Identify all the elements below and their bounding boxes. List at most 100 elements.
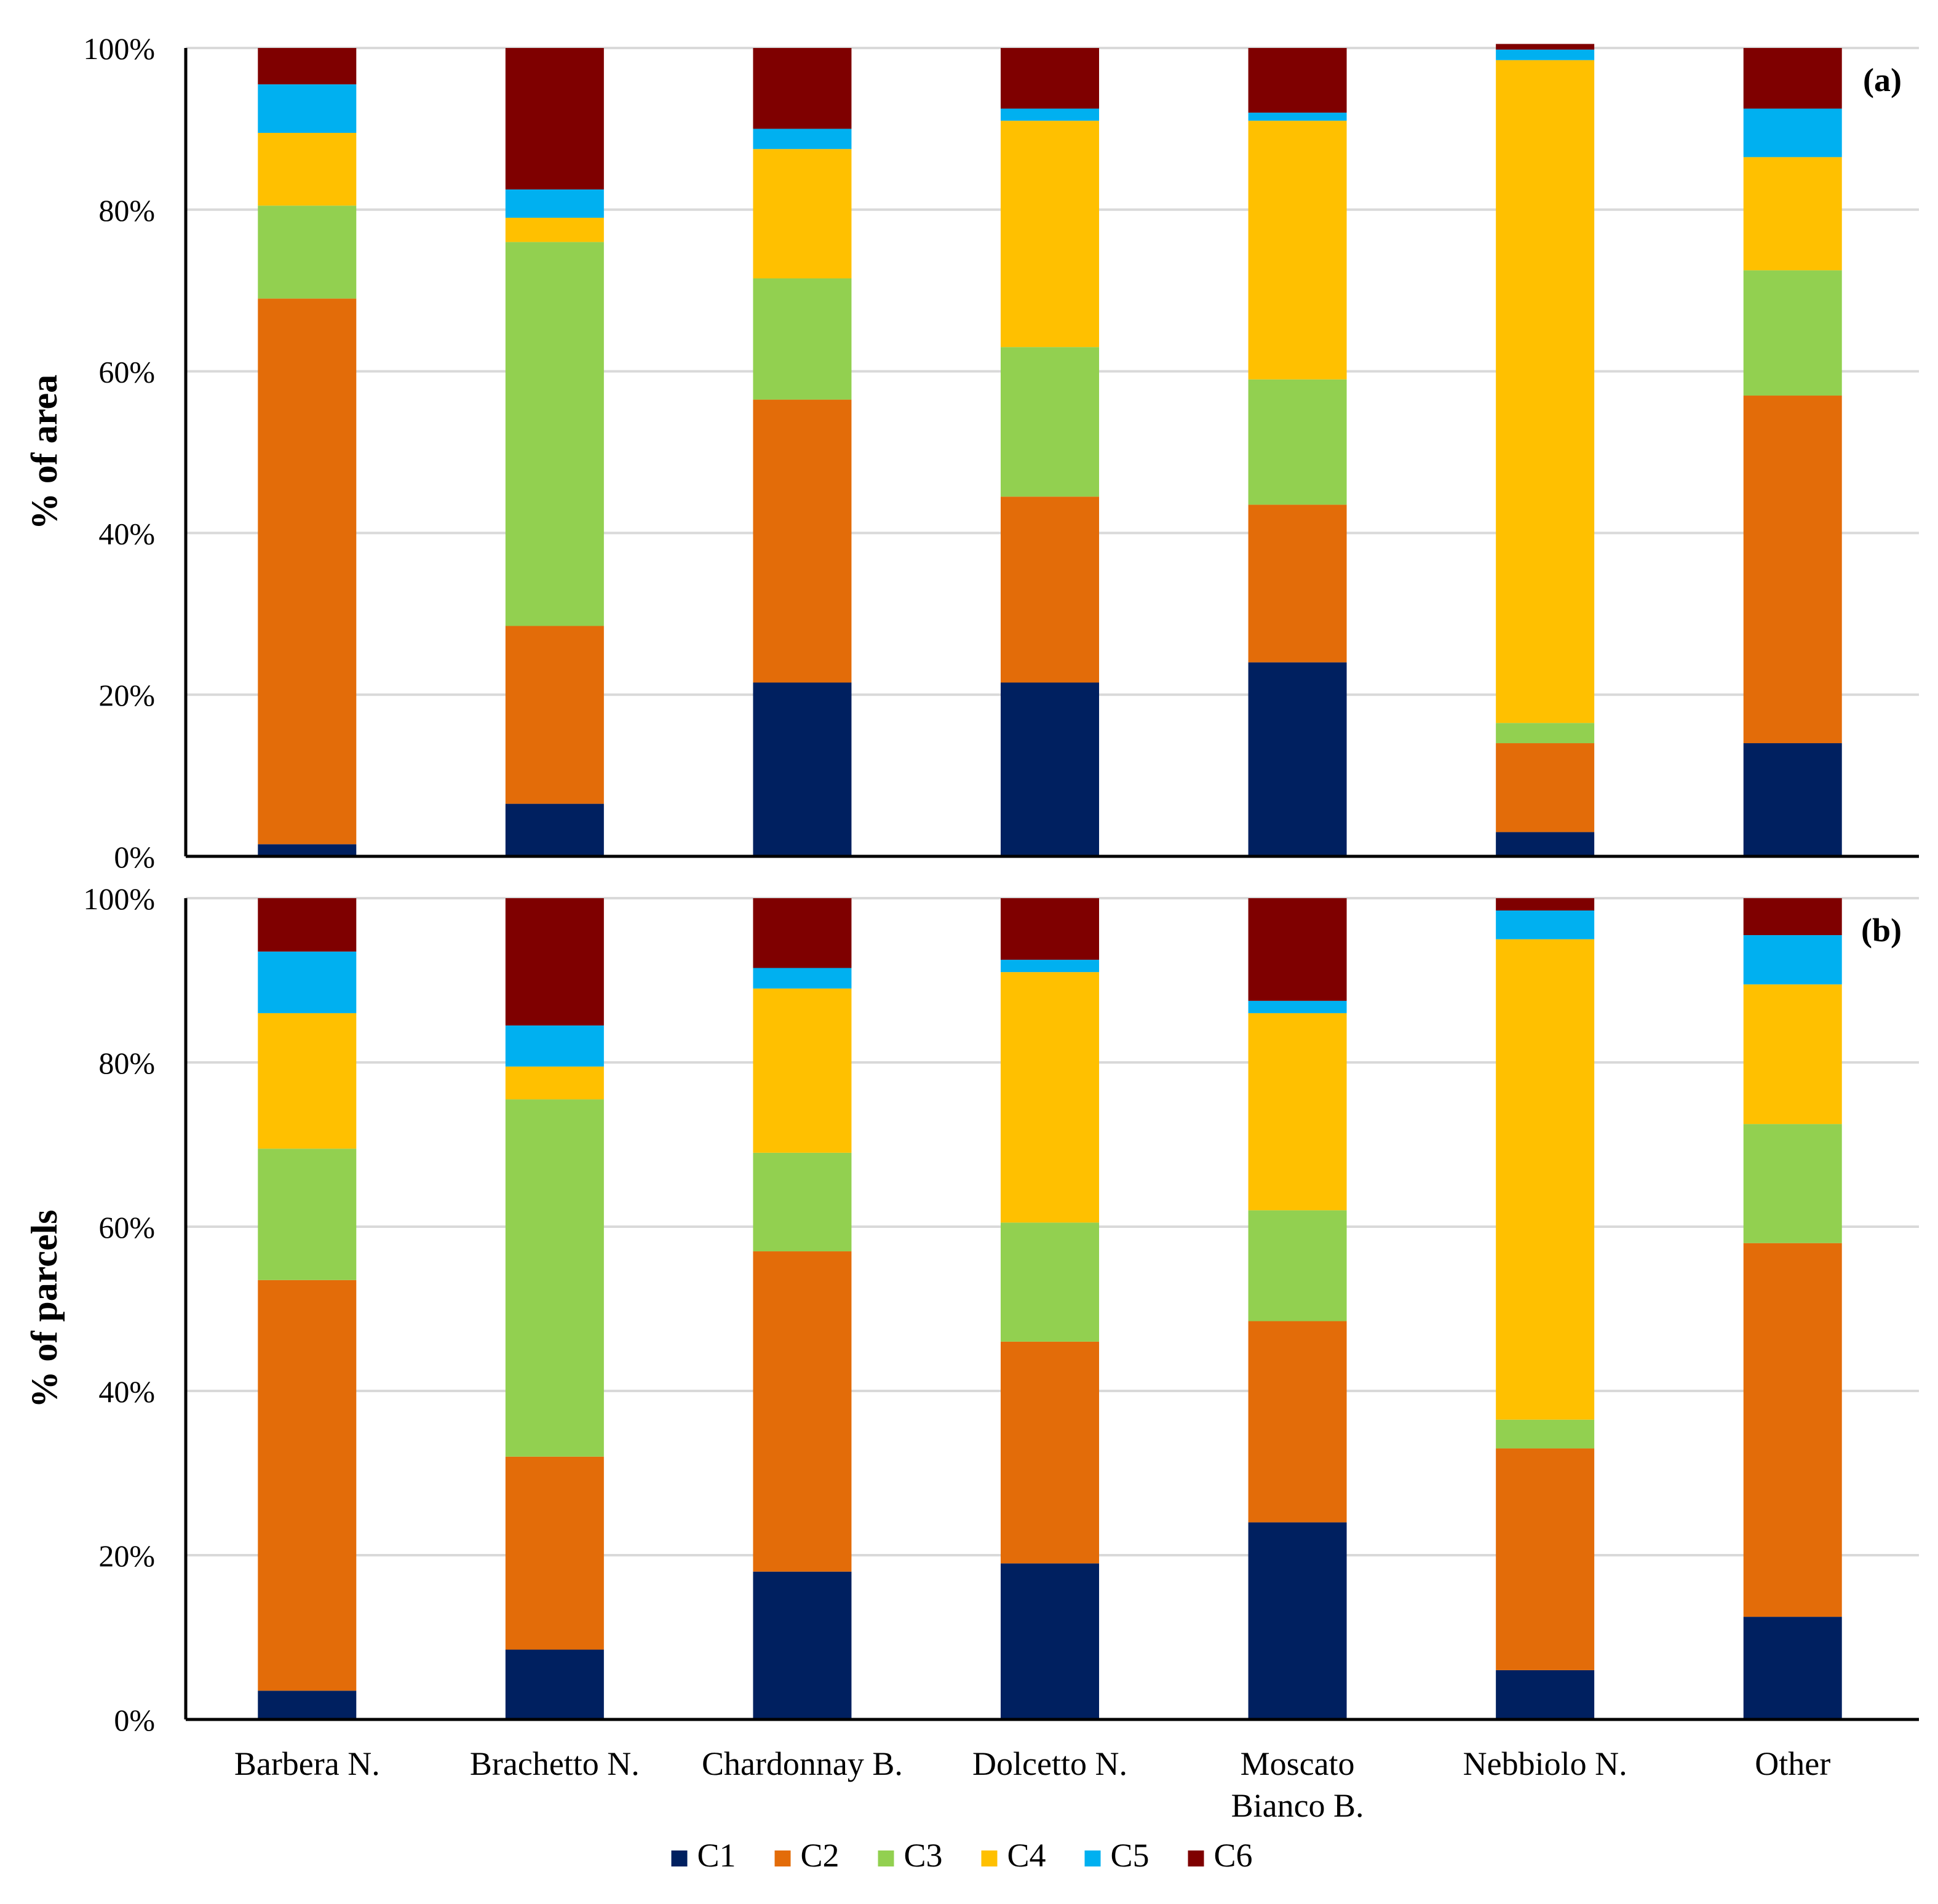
legend-swatch-c6 (1188, 1850, 1204, 1866)
bar-segment-c1 (505, 803, 604, 856)
y-axis-title: % of area (24, 375, 65, 530)
bar-segment-c2 (1743, 1243, 1842, 1617)
bar-segment-c2 (753, 399, 852, 683)
bar-segment-c3 (505, 1099, 604, 1457)
bar-segment-c2 (505, 626, 604, 804)
bar-segment-c6 (258, 48, 357, 85)
bar-segment-c1 (1248, 662, 1347, 856)
y-tick-label: 20% (98, 678, 155, 712)
bar-segment-c1 (258, 1691, 357, 1719)
y-tick-label: 0% (114, 840, 155, 874)
bar-segment-c6 (753, 48, 852, 129)
bar-segment-c4 (1001, 972, 1099, 1223)
bar-segment-c4 (1248, 121, 1347, 380)
panel-label: (b) (1861, 912, 1902, 949)
bar-segment-c3 (258, 205, 357, 299)
legend-swatch-c4 (981, 1850, 998, 1866)
x-category-label: Bianco B. (1231, 1787, 1364, 1824)
bar-segment-c2 (1248, 1321, 1347, 1523)
x-category-label: Barbera N. (234, 1745, 380, 1782)
legend-swatch-c3 (878, 1850, 894, 1866)
bar-segment-c1 (753, 682, 852, 856)
bar-segment-c3 (1001, 1222, 1099, 1342)
bar-segment-c5 (1001, 960, 1099, 973)
bar-segment-c4 (258, 1013, 357, 1149)
bar-segment-c6 (505, 48, 604, 189)
bar-segment-c5 (1001, 108, 1099, 121)
y-axis-title: % of parcels (24, 1209, 65, 1408)
legend-label: C2 (801, 1837, 840, 1874)
x-category-label: Brachetto N. (470, 1745, 640, 1782)
bar-segment-c3 (505, 242, 604, 626)
bar-segment-c1 (1743, 1617, 1842, 1719)
bar-segment-c4 (258, 132, 357, 206)
bar-segment-c2 (1496, 1448, 1595, 1670)
bar-segment-c6 (505, 898, 604, 1026)
bar-segment-c3 (1248, 379, 1347, 505)
y-tick-label: 80% (98, 193, 155, 228)
bar-segment-c3 (753, 1152, 852, 1252)
bar-segment-c2 (1743, 396, 1842, 744)
bar-segment-c6 (1496, 898, 1595, 911)
bar-segment-c6 (258, 898, 357, 952)
bar-segment-c2 (1001, 496, 1099, 683)
bar-segment-c1 (1248, 1522, 1347, 1719)
bar-segment-c6 (1001, 898, 1099, 960)
x-category-label: Dolcetto N. (972, 1745, 1127, 1782)
bar-segment-c4 (1496, 60, 1595, 723)
bar-segment-c2 (258, 1280, 357, 1691)
bar-segment-c4 (1248, 1013, 1347, 1211)
bar-segment-c5 (258, 84, 357, 133)
bar-segment-c3 (1496, 1419, 1595, 1449)
legend-swatch-c2 (774, 1850, 791, 1866)
bar-segment-c4 (1743, 157, 1842, 271)
bar-segment-c6 (1743, 898, 1842, 936)
y-tick-label: 60% (98, 355, 155, 389)
bar-segment-c4 (1001, 121, 1099, 348)
bar-segment-c5 (753, 129, 852, 149)
bar-segment-c3 (1496, 723, 1595, 744)
bar-segment-c6 (1248, 898, 1347, 1001)
bar-segment-c1 (258, 844, 357, 856)
bar-segment-c2 (1001, 1341, 1099, 1564)
bar-segment-c5 (1248, 1000, 1347, 1013)
bar-segment-c5 (753, 968, 852, 989)
bar-segment-c2 (505, 1456, 604, 1650)
bar-segment-c5 (258, 951, 357, 1013)
x-category-label: Other (1755, 1745, 1830, 1782)
y-tick-label: 80% (98, 1046, 155, 1080)
bar-segment-c2 (258, 298, 357, 845)
legend-label: C5 (1111, 1837, 1150, 1874)
bar-segment-c5 (1743, 935, 1842, 985)
y-tick-label: 40% (98, 516, 155, 551)
bar-segment-c4 (505, 1066, 604, 1100)
panel-label: (a) (1863, 62, 1902, 98)
y-tick-label: 100% (83, 31, 155, 66)
bar-segment-c1 (1743, 743, 1842, 856)
bar-segment-c4 (1496, 939, 1595, 1420)
bar-segment-c5 (1496, 49, 1595, 60)
y-tick-label: 60% (98, 1210, 155, 1245)
y-tick-label: 100% (83, 882, 155, 916)
legend-swatch-c1 (671, 1850, 688, 1866)
bar-segment-c4 (753, 149, 852, 279)
bar-segment-c2 (753, 1251, 852, 1572)
bar-segment-c5 (1743, 108, 1842, 157)
bar-segment-c1 (505, 1649, 604, 1719)
bar-segment-c6 (753, 898, 852, 968)
legend-swatch-c5 (1084, 1850, 1101, 1866)
bar-segment-c1 (1001, 682, 1099, 856)
bar-segment-c6 (1248, 48, 1347, 113)
y-tick-label: 40% (98, 1374, 155, 1409)
bar-segment-c5 (1248, 113, 1347, 121)
bar-segment-c4 (753, 988, 852, 1153)
bar-segment-c1 (1496, 1670, 1595, 1719)
bar-segment-c3 (1001, 347, 1099, 497)
bar-segment-c3 (1743, 1124, 1842, 1243)
bar-segment-c6 (1001, 48, 1099, 109)
x-category-label: Nebbiolo N. (1463, 1745, 1627, 1782)
bar-segment-c3 (1248, 1210, 1347, 1321)
bar-segment-c3 (1743, 270, 1842, 396)
bar-segment-c2 (1248, 504, 1347, 663)
